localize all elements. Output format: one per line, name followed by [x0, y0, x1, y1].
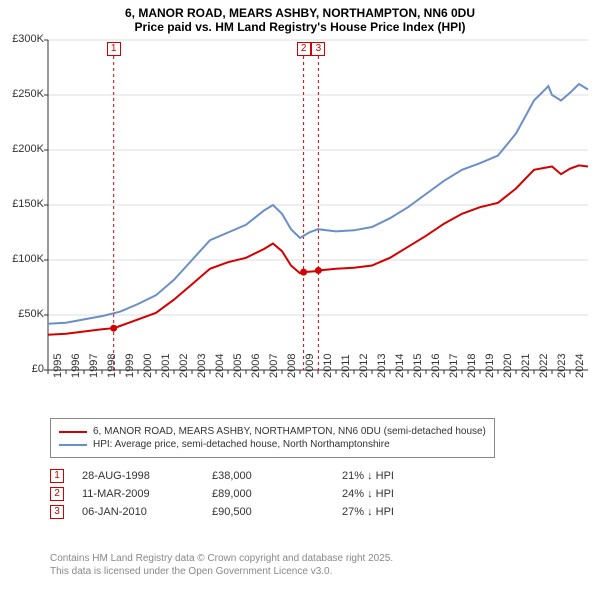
x-tick-label: 2010 [322, 354, 334, 378]
legend-label-price-paid: 6, MANOR ROAD, MEARS ASHBY, NORTHAMPTON,… [93, 426, 486, 437]
sales-cell-hpi: 27% ↓ HPI [342, 506, 442, 518]
sales-row-marker: 3 [50, 505, 64, 519]
legend: 6, MANOR ROAD, MEARS ASHBY, NORTHAMPTON,… [50, 418, 495, 458]
x-tick-label: 2003 [196, 354, 208, 378]
sales-cell-hpi: 24% ↓ HPI [342, 488, 442, 500]
y-tick-label: £200K [0, 143, 44, 155]
x-tick-label: 2024 [574, 354, 586, 378]
x-tick-label: 2016 [430, 354, 442, 378]
x-tick-label: 2001 [160, 354, 172, 378]
y-tick-label: £250K [0, 88, 44, 100]
x-tick-label: 2015 [412, 354, 424, 378]
x-tick-label: 2020 [502, 354, 514, 378]
footer-line-2: This data is licensed under the Open Gov… [50, 565, 393, 578]
legend-label-hpi: HPI: Average price, semi-detached house,… [93, 439, 390, 450]
x-tick-label: 2002 [178, 354, 190, 378]
x-tick-label: 1998 [106, 354, 118, 378]
x-tick-label: 1996 [70, 354, 82, 378]
footer-line-1: Contains HM Land Registry data © Crown c… [50, 552, 393, 565]
x-tick-label: 1995 [52, 354, 64, 378]
x-tick-label: 2019 [484, 354, 496, 378]
chart-container: 6, MANOR ROAD, MEARS ASHBY, NORTHAMPTON,… [0, 0, 600, 590]
sales-row-3: 3 06-JAN-2010£90,50027% ↓ HPI [50, 505, 442, 519]
footer-attribution: Contains HM Land Registry data © Crown c… [50, 552, 393, 578]
sales-row-2: 2 11-MAR-2009£89,00024% ↓ HPI [50, 487, 442, 501]
x-tick-label: 2014 [394, 354, 406, 378]
x-tick-label: 2018 [466, 354, 478, 378]
legend-swatch-hpi [59, 444, 87, 446]
legend-item-hpi: HPI: Average price, semi-detached house,… [59, 439, 486, 450]
sales-cell-price: £90,500 [212, 506, 342, 518]
sale-marker-3: 3 [311, 42, 325, 56]
sales-cell-date: 28-AUG-1998 [82, 470, 212, 482]
x-tick-label: 2005 [232, 354, 244, 378]
x-tick-label: 1997 [88, 354, 100, 378]
legend-item-price-paid: 6, MANOR ROAD, MEARS ASHBY, NORTHAMPTON,… [59, 426, 486, 437]
y-tick-label: £150K [0, 198, 44, 210]
sales-table: 1 28-AUG-1998£38,00021% ↓ HPI 2 11-MAR-2009… [50, 465, 442, 523]
x-tick-label: 2017 [448, 354, 460, 378]
sales-row-marker: 1 [50, 469, 64, 483]
x-tick-label: 2000 [142, 354, 154, 378]
sales-cell-price: £38,000 [212, 470, 342, 482]
x-tick-label: 2013 [376, 354, 388, 378]
y-tick-label: £0 [0, 363, 44, 375]
x-tick-label: 2004 [214, 354, 226, 378]
x-tick-label: 2012 [358, 354, 370, 378]
x-tick-label: 2009 [304, 354, 316, 378]
y-tick-label: £100K [0, 253, 44, 265]
x-tick-label: 1999 [124, 354, 136, 378]
x-tick-label: 2023 [556, 354, 568, 378]
sale-marker-1: 1 [107, 42, 121, 56]
sales-row-marker: 2 [50, 487, 64, 501]
y-tick-label: £50K [0, 308, 44, 320]
sales-row-1: 1 28-AUG-1998£38,00021% ↓ HPI [50, 469, 442, 483]
sales-cell-date: 11-MAR-2009 [82, 488, 212, 500]
series-hpi [48, 84, 588, 324]
x-tick-label: 2021 [520, 354, 532, 378]
x-tick-label: 2011 [340, 354, 352, 378]
x-tick-label: 2022 [538, 354, 550, 378]
sale-marker-2: 2 [297, 42, 311, 56]
sales-cell-price: £89,000 [212, 488, 342, 500]
sales-cell-hpi: 21% ↓ HPI [342, 470, 442, 482]
x-tick-label: 2006 [250, 354, 262, 378]
sales-cell-date: 06-JAN-2010 [82, 506, 212, 518]
y-tick-label: £300K [0, 33, 44, 45]
x-tick-label: 2007 [268, 354, 280, 378]
legend-swatch-price-paid [59, 431, 87, 433]
x-tick-label: 2008 [286, 354, 298, 378]
